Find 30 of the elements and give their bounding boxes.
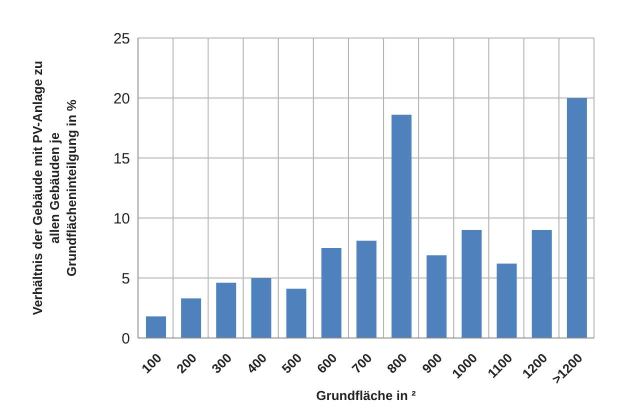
bar bbox=[286, 288, 306, 338]
y-tick-label: 15 bbox=[113, 150, 130, 168]
x-tick-label: 500 bbox=[278, 350, 305, 376]
x-tick-label: 900 bbox=[419, 350, 446, 376]
x-tick-label: 100 bbox=[138, 350, 164, 376]
x-tick-label: 800 bbox=[384, 350, 410, 376]
x-tick-label: 700 bbox=[348, 350, 375, 376]
bar bbox=[532, 230, 552, 338]
x-tick-label: 200 bbox=[174, 350, 200, 376]
bar bbox=[496, 264, 517, 338]
bar bbox=[426, 255, 447, 338]
x-tick-label: 600 bbox=[314, 350, 340, 376]
bar bbox=[216, 282, 236, 338]
bar bbox=[356, 240, 376, 338]
y-tick-label: 25 bbox=[113, 30, 130, 48]
bar bbox=[181, 298, 202, 338]
bar bbox=[251, 278, 272, 338]
bar bbox=[146, 316, 166, 338]
y-tick-label: 5 bbox=[122, 270, 130, 288]
bar bbox=[462, 230, 482, 338]
y-tick-label: 20 bbox=[113, 90, 130, 108]
x-axis-title: Grundfläche in ² bbox=[316, 388, 417, 403]
x-tick-label: 300 bbox=[208, 350, 235, 376]
bar bbox=[392, 114, 412, 338]
bar bbox=[566, 98, 587, 338]
x-tick-label: 400 bbox=[244, 350, 270, 376]
y-axis-title: Verhältnis der Gebäude mit PV-Anlage zu allen Gebäuden je Grundflächeninteilgung in % bbox=[30, 60, 79, 316]
y-tick-label: 10 bbox=[113, 210, 130, 228]
y-tick-label: 0 bbox=[122, 330, 130, 348]
bar bbox=[321, 248, 342, 338]
